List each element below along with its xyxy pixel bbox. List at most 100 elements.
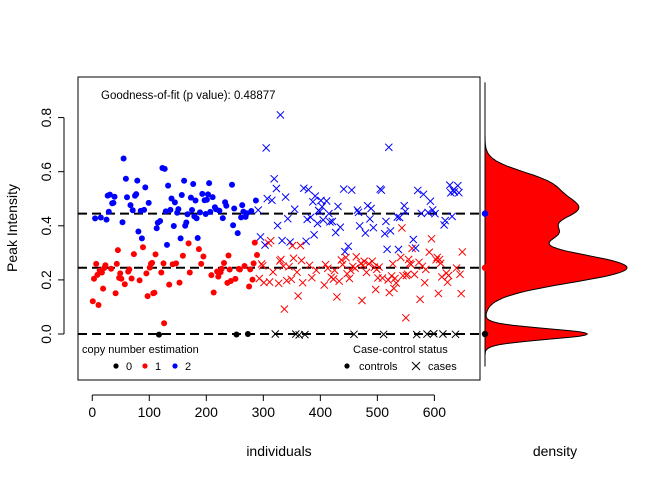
data-point-cn2-case — [313, 219, 322, 228]
data-point-cn2-case — [254, 206, 263, 215]
data-point-cn2-control — [134, 177, 141, 184]
data-point-cn1-control — [254, 252, 260, 258]
data-point-cn2-control — [164, 241, 170, 248]
data-point-cn2-control — [223, 202, 230, 209]
data-point-cn2-case — [365, 214, 374, 223]
data-point-cn2-control — [138, 235, 145, 242]
data-point-cn2-case — [424, 208, 433, 217]
data-point-cn2-case — [270, 174, 279, 183]
data-point-cn2-control — [193, 215, 200, 222]
data-point-cn1-control — [251, 239, 258, 246]
data-point-cn2-case — [304, 185, 313, 194]
data-point-cn1-case — [321, 260, 330, 269]
data-point-cn2-case — [453, 181, 462, 190]
data-point-cn1-case — [332, 292, 341, 301]
x-tick-label: 200 — [195, 404, 219, 420]
data-point-cn1-control — [140, 244, 146, 251]
data-point-cn1-control — [93, 260, 100, 267]
data-point-cn2-case — [344, 242, 353, 251]
data-point-cn1-case — [345, 274, 354, 283]
data-point-cn2-control — [97, 214, 104, 221]
data-point-cn1-control — [158, 269, 165, 276]
data-point-cn1-case — [330, 266, 339, 275]
data-point-cn1-control — [246, 283, 253, 290]
legend-copy-number: copy number estimation 0 1 2 — [82, 344, 199, 373]
data-point-cn2-case — [267, 196, 276, 205]
data-point-cn2-control — [129, 207, 136, 214]
data-point-cn1-control — [143, 270, 150, 277]
data-point-cn0-case — [379, 330, 388, 339]
data-point-cn1-control — [200, 253, 207, 260]
data-point-cn2-control — [135, 228, 142, 235]
data-point-cn1-control — [226, 266, 233, 273]
data-point-cn1-case — [432, 255, 441, 264]
data-point-cn2-control — [119, 219, 126, 226]
data-point-cn1-control — [149, 259, 156, 266]
data-point-cn1-control — [186, 269, 193, 276]
data-point-cn2-case — [310, 230, 319, 239]
data-point-cn2-control — [252, 197, 259, 204]
data-point-cn1-control — [210, 289, 217, 296]
data-point-cn1-case — [289, 254, 298, 263]
legend-copy-number-title: copy number estimation — [82, 344, 199, 356]
legend-marker-controls — [344, 363, 350, 369]
data-point-cn2-case — [381, 217, 390, 226]
data-point-cn2-case — [328, 217, 337, 226]
data-point-cn1-case — [282, 276, 291, 285]
data-point-cn2-case — [334, 202, 342, 211]
data-point-cn1-case — [458, 247, 467, 256]
data-point-cn1-control — [218, 265, 225, 272]
data-point-cn1-case — [305, 261, 314, 270]
data-point-cn2-case — [393, 213, 402, 221]
y-tick-label: 0.6 — [38, 162, 54, 182]
data-point-cn1-case — [274, 279, 283, 288]
data-point-cn1-control — [89, 298, 96, 305]
data-point-cn2-case — [445, 181, 454, 190]
data-point-cn0-case — [271, 330, 280, 338]
data-point-cn1-case — [436, 259, 445, 268]
data-point-cn2-control — [230, 222, 237, 229]
data-point-cn1-case — [346, 266, 355, 275]
x-axis: 0 100 200 300 400 500 600 — [88, 394, 446, 420]
data-point-cn2-case — [369, 223, 378, 232]
data-point-cn2-case — [256, 232, 265, 241]
data-point-cn1-control — [128, 275, 135, 282]
data-point-cn1-control — [198, 260, 205, 267]
density-cluster-marker-0 — [481, 330, 489, 338]
y-tick-label: 0.8 — [38, 108, 54, 128]
data-point-cn1-control — [225, 252, 232, 259]
data-point-cn2-case — [384, 143, 393, 152]
data-point-cn1-control — [136, 277, 143, 284]
data-point-cn1-case — [408, 244, 417, 253]
data-point-cn2-control — [231, 205, 238, 212]
data-point-cn2-case — [326, 217, 334, 226]
data-point-cn2-control — [238, 214, 245, 221]
data-point-cn1-case — [265, 278, 274, 286]
legend-marker-0 — [113, 363, 119, 369]
data-point-cn2-case — [347, 186, 356, 195]
data-point-cn1-case — [269, 268, 277, 276]
data-point-cn2-case — [353, 206, 362, 215]
density-label: density — [533, 443, 577, 459]
data-point-cn2-control — [243, 210, 250, 217]
data-point-cn0-case — [300, 330, 309, 339]
data-point-cn1-case — [364, 259, 373, 268]
data-point-cn2-case — [308, 197, 317, 206]
data-point-cn1-case — [294, 291, 303, 300]
data-point-cn0-control — [156, 331, 162, 338]
data-point-cn0-control — [233, 331, 240, 338]
data-point-cn1-case — [288, 241, 297, 250]
y-axis: 0.0 0.2 0.4 0.6 0.8 — [38, 108, 65, 344]
y-axis-label: Peak Intensity — [4, 184, 20, 272]
data-point-cn1-case — [397, 223, 406, 232]
data-point-cn2-control — [199, 190, 206, 197]
data-point-cn2-control — [161, 165, 168, 172]
goodness-of-fit-label: Goodness-of-fit (p value): 0.48877 — [101, 90, 276, 102]
data-point-cn2-case — [299, 184, 308, 193]
data-point-cn1-control — [236, 266, 243, 273]
data-point-cn2-case — [448, 212, 457, 221]
data-points — [89, 110, 467, 339]
legend-label-cases: cases — [428, 361, 457, 373]
data-point-cn2-control — [192, 197, 199, 204]
